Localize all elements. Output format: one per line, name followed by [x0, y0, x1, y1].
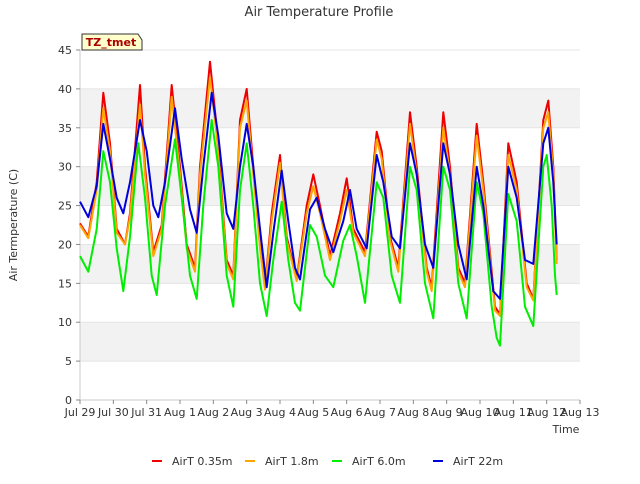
annotation-box — [81, 33, 143, 51]
legend: AirT 0.35m AirT 1.8m AirT 6.0m AirT 22m — [152, 455, 503, 468]
x-tick-label: Aug 13 — [561, 406, 600, 419]
x-tick-label: Jul 29 — [64, 406, 96, 419]
y-tick-label: 45 — [58, 44, 72, 57]
y-tick-label: 30 — [58, 161, 72, 174]
chart-title: Air Temperature Profile — [245, 5, 394, 20]
x-tick-label: Aug 2 — [197, 406, 229, 419]
y-axis-label: Air Termperature (C) — [7, 169, 20, 281]
grid-band — [80, 50, 580, 89]
y-tick-label: 5 — [65, 355, 72, 368]
series-line — [79, 60, 558, 316]
y-tick-label: 35 — [58, 122, 72, 135]
x-tick-label: Aug 3 — [231, 406, 263, 419]
y-tick-label: 25 — [58, 200, 72, 213]
series-line — [79, 91, 558, 300]
legend-label: AirT 22m — [453, 455, 503, 468]
x-tick-label: Aug 8 — [397, 406, 429, 419]
y-tick-label: 20 — [58, 238, 72, 251]
x-tick-label: Aug 12 — [527, 406, 566, 419]
grid-band — [80, 88, 580, 128]
y-tick-label: 15 — [58, 277, 72, 290]
series-layer — [79, 60, 558, 347]
annotation-text: TZ_tmet — [86, 36, 136, 49]
legend-label: AirT 0.35m — [172, 455, 233, 468]
x-tick-label: Aug 7 — [364, 406, 396, 419]
x-tick-label: Jul 30 — [97, 406, 129, 419]
y-tick-label: 10 — [58, 316, 72, 329]
grid-band — [80, 127, 580, 167]
y-tick-label: 40 — [58, 83, 72, 96]
x-tick-label: Aug 9 — [431, 406, 463, 419]
x-tick-label: Aug 10 — [461, 406, 500, 419]
annotation-layer: TZ_tmet — [81, 33, 143, 51]
x-tick-label: Aug 6 — [331, 406, 363, 419]
x-tick-label: Jul 31 — [130, 406, 162, 419]
grid-band — [80, 322, 580, 362]
grid-band — [80, 361, 580, 400]
series-line — [79, 76, 558, 317]
grid-band — [80, 283, 580, 323]
grid-band — [80, 244, 580, 284]
legend-label: AirT 6.0m — [352, 455, 406, 468]
y-tick-label: 0 — [65, 394, 72, 407]
x-axis-label: Time — [552, 423, 580, 436]
x-tick-label: Aug 11 — [494, 406, 533, 419]
x-tick-label: Aug 4 — [264, 406, 296, 419]
series-line — [79, 119, 558, 347]
legend-label: AirT 1.8m — [265, 455, 319, 468]
x-tick-label: Aug 5 — [297, 406, 329, 419]
x-tick-label: Aug 1 — [164, 406, 196, 419]
